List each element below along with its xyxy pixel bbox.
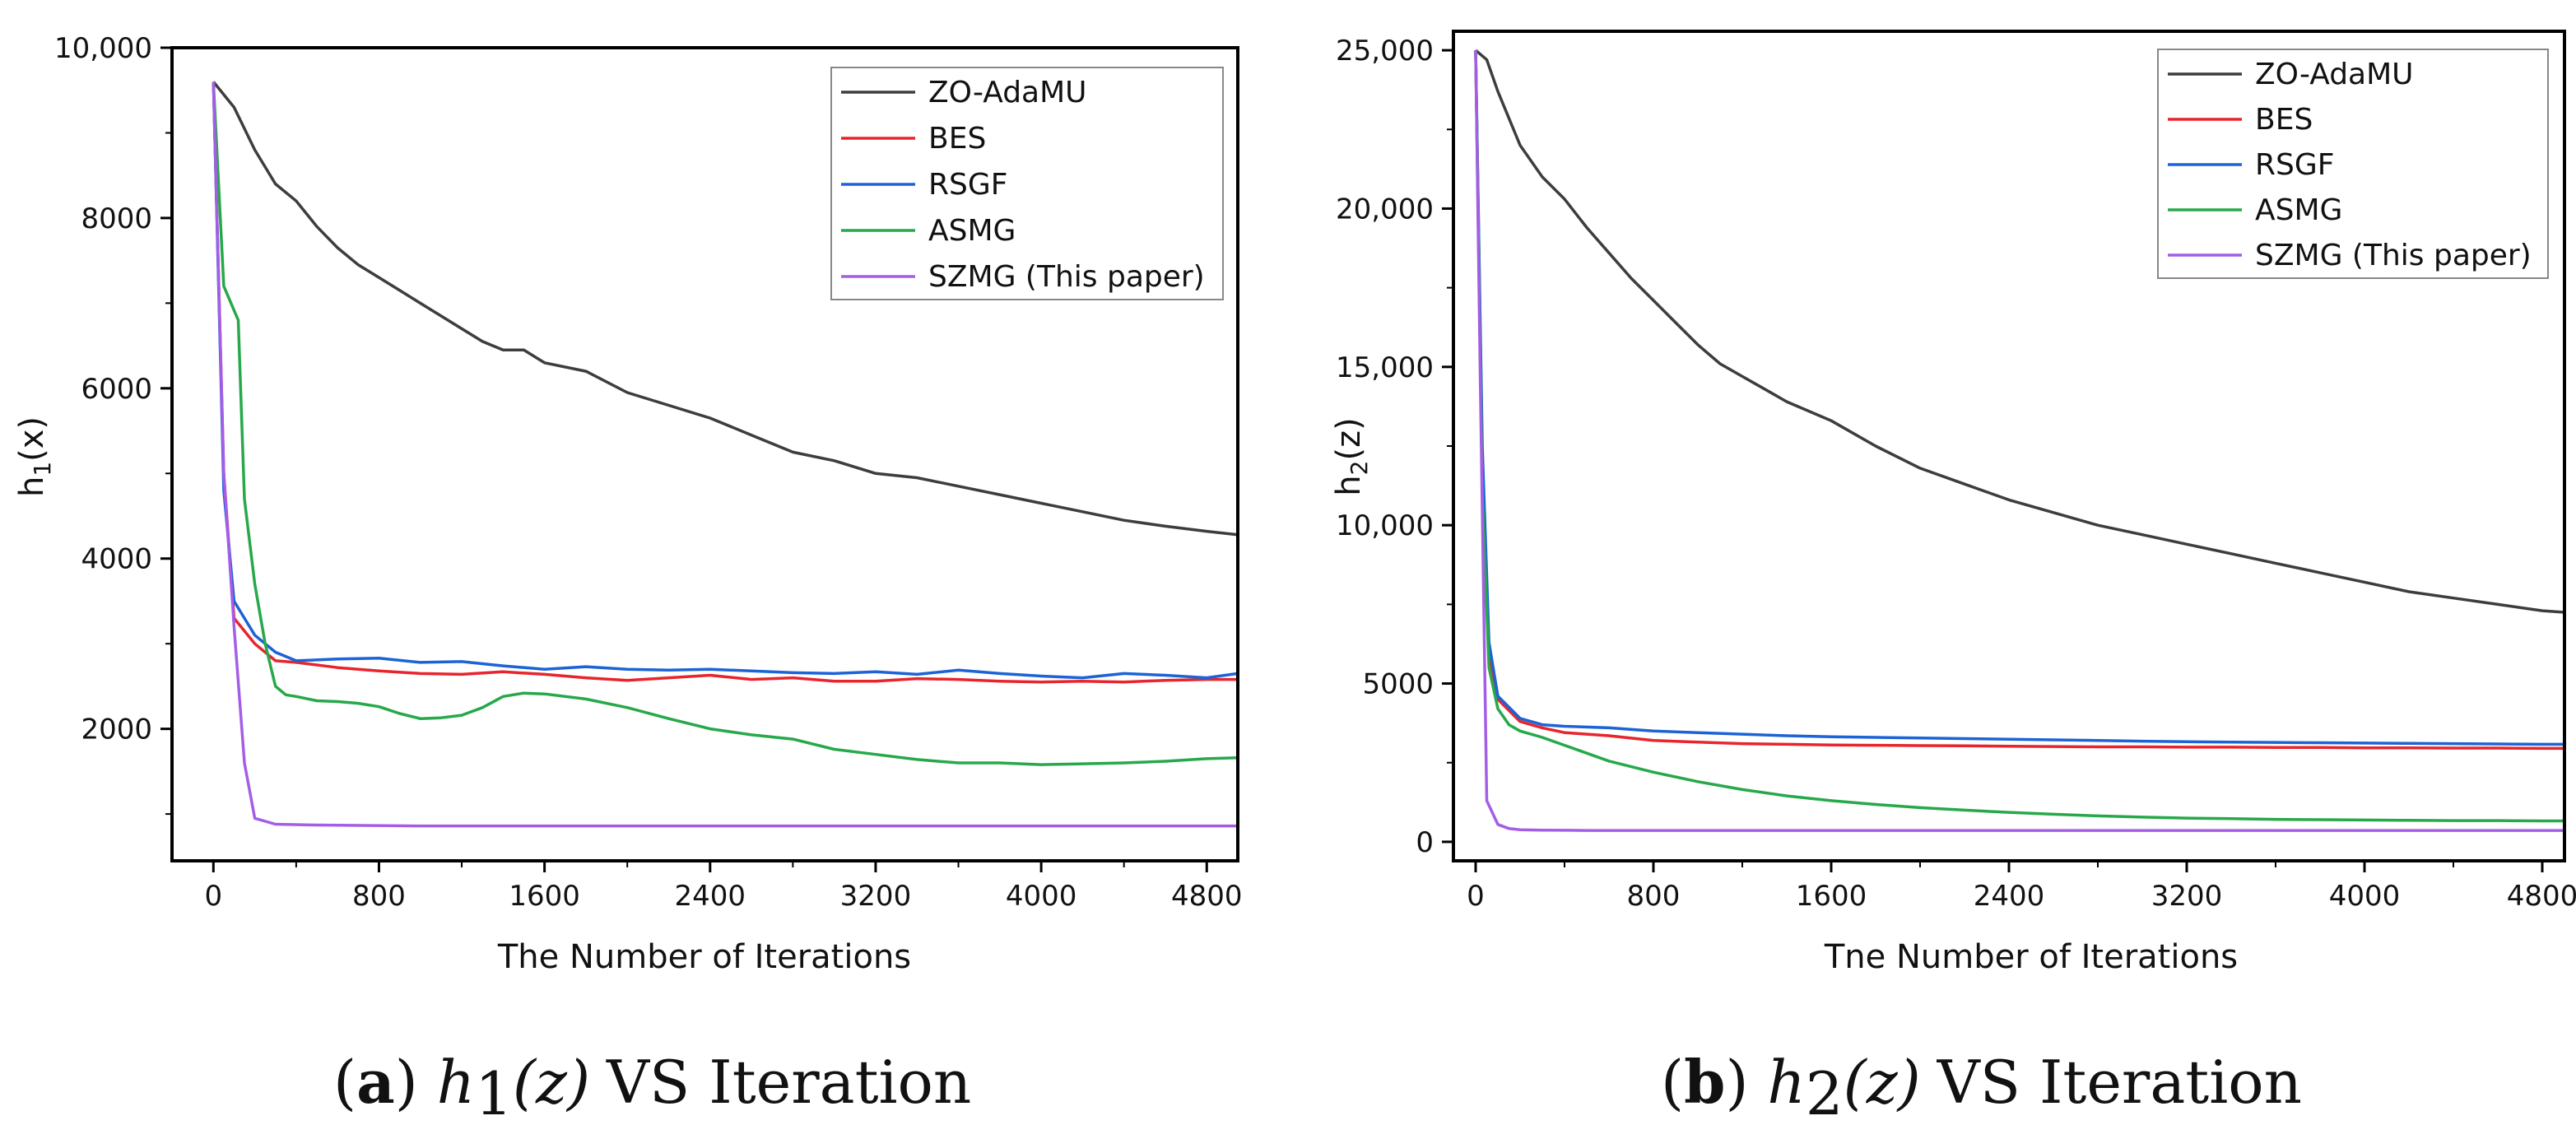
chart-b-y-tick-label: 15,000 [1336,351,1434,384]
chart-b-series-asmg [1474,50,2564,823]
chart-a-series-bes [212,81,1238,684]
chart-b-y-axis-label: h2(z) [1330,417,1373,495]
chart-b-y-tick-label: 0 [1416,826,1434,859]
chart-a-x-axis-label: The Number of Iterations [497,938,911,976]
chart-a-y-tick-label: 8000 [81,202,152,235]
chart-a-series-asmg [212,81,1238,766]
chart-b-x-tick-label: 800 [1627,880,1681,913]
chart-b-legend-label-rsgf: RSGF [2255,148,2334,182]
chart-a-legend-label-rsgf: RSGF [928,168,1007,202]
chart-b-y-tick-label: 5000 [1362,668,1434,701]
chart-a-legend-label-asmg: ASMG [928,214,1016,248]
chart-b-x-tick-label: 4000 [2329,880,2401,913]
chart-a-series-zo-adamu [212,81,1238,537]
chart-b-series-rsgf [1474,50,2564,746]
chart-b-series-bes [1474,50,2564,751]
chart-a-ticks: 0 800 1600 2400 3200 4000 4800 2000 4000 6000 8000… [54,32,1243,913]
chart-a-series-lines [212,81,1238,828]
chart-b-legend-label-szmg-this-paper: SZMG (This paper) [2255,239,2532,272]
chart-a-legend-label-bes: BES [928,122,986,156]
chart-b: 0 800 1600 2400 3200 4000 4800 0 5000 10,000 15,00… [1330,30,2576,1125]
chart-a-y-tick-label: 2000 [81,714,152,746]
chart-a-legend-label-szmg-this-paper: SZMG (This paper) [928,260,1205,294]
chart-b-legend-label-zo-adamu: ZO-AdaMU [2255,58,2414,91]
chart-b-ticks: 0 800 1600 2400 3200 4000 4800 0 5000 10,000 15,00… [1336,35,2576,913]
chart-a-y-tick-label: 6000 [81,373,152,406]
chart-a-x-tick-label: 3200 [840,880,912,913]
chart-b-x-tick-label: 4800 [2507,880,2576,913]
chart-a-x-tick-label: 4000 [1006,880,1077,913]
chart-b-y-tick-label: 10,000 [1336,509,1434,542]
chart-b-series-zo-adamu [1474,49,2564,614]
chart-a-x-tick-label: 4800 [1171,880,1243,913]
chart-a-plot-frame [170,46,1239,862]
chart-a-y-tick-label: 10,000 [54,32,152,65]
chart-b-x-tick-label: 3200 [2151,880,2223,913]
chart-b-caption: (b) h2(z) VS Iteration [1661,1047,2302,1125]
chart-a-series-rsgf [212,81,1238,680]
chart-b-x-tick-label: 1600 [1796,880,1867,913]
chart-b-legend-label-bes: BES [2255,103,2313,137]
chart-a-y-tick-label: 4000 [81,543,152,576]
chart-b-legend-label-asmg: ASMG [2255,193,2342,227]
chart-b-x-tick-label: 2400 [1974,880,2045,913]
chart-a-x-tick-label: 800 [352,880,406,913]
chart-a-y-axis-label: h1(x) [13,416,56,497]
chart-a-legend: ZO-AdaMU BES RSGF ASMG SZMG (This paper) [830,67,1224,300]
chart-b-series-szmg-this-paper [1474,50,2564,832]
chart-a: 0 800 1600 2400 3200 4000 4800 2000 4000 6000 8000… [13,32,1243,1125]
chart-b-legend: ZO-AdaMU BES RSGF ASMG SZMG (This paper) [2157,49,2549,279]
chart-a-x-tick-label: 0 [204,880,222,913]
chart-b-series-lines [1474,49,2564,832]
chart-b-y-tick-label: 20,000 [1336,193,1434,225]
chart-a-series-szmg-this-paper [212,81,1238,828]
chart-b-x-axis-label: Tne Number of Iterations [1824,938,2238,976]
chart-b-y-tick-label: 25,000 [1336,35,1434,67]
chart-a-legend-label-zo-adamu: ZO-AdaMU [928,76,1087,109]
chart-a-x-tick-label: 1600 [509,880,580,913]
chart-b-x-tick-label: 0 [1467,880,1485,913]
chart-a-x-tick-label: 2400 [675,880,746,913]
chart-a-caption: (a) h1(z) VS Iteration [333,1047,971,1125]
